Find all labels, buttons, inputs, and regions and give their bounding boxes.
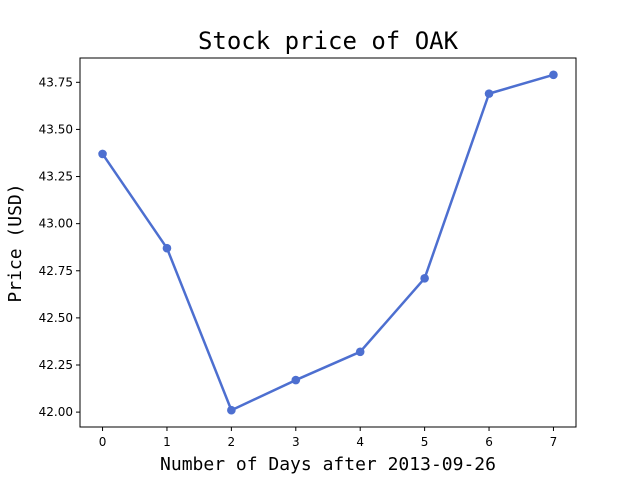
y-axis-label: Price (USD)	[5, 183, 26, 302]
plot-frame	[79, 57, 577, 428]
chart-title: Stock price of OAK	[198, 27, 459, 55]
y-tick-label: 43.00	[39, 217, 73, 231]
data-point	[291, 375, 301, 385]
series-line	[101, 73, 554, 412]
x-tick-label: 2	[228, 435, 236, 449]
y-tick-label: 43.75	[39, 75, 73, 89]
data-point	[162, 243, 172, 253]
y-tick-label: 42.25	[39, 358, 73, 372]
y-tick-label: 42.75	[39, 264, 73, 278]
y-tick-label: 43.50	[39, 122, 73, 136]
x-tick-label: 3	[292, 435, 300, 449]
x-tick-label: 4	[356, 435, 364, 449]
data-point	[484, 89, 494, 98]
data-point	[420, 274, 429, 283]
x-tick-label: 6	[485, 435, 493, 449]
x-axis-label: Number of Days after 2013-09-26	[160, 454, 496, 475]
y-tick-label: 42.50	[39, 311, 73, 325]
data-point	[355, 347, 365, 357]
x-tick-label: 7	[550, 435, 558, 449]
y-tick-label: 42.00	[39, 405, 73, 419]
x-tick-label: 0	[99, 435, 107, 449]
y-tick-label: 43.25	[39, 170, 73, 184]
data-point	[98, 149, 107, 159]
x-tick-label: 1	[163, 435, 171, 449]
plot-area: 42.00 42.25 42.50 42.75 43.00 43.25 43.50 43.75…	[39, 57, 577, 449]
x-tick-label: 5	[421, 435, 429, 449]
data-point	[227, 405, 236, 415]
data-point	[549, 70, 558, 80]
